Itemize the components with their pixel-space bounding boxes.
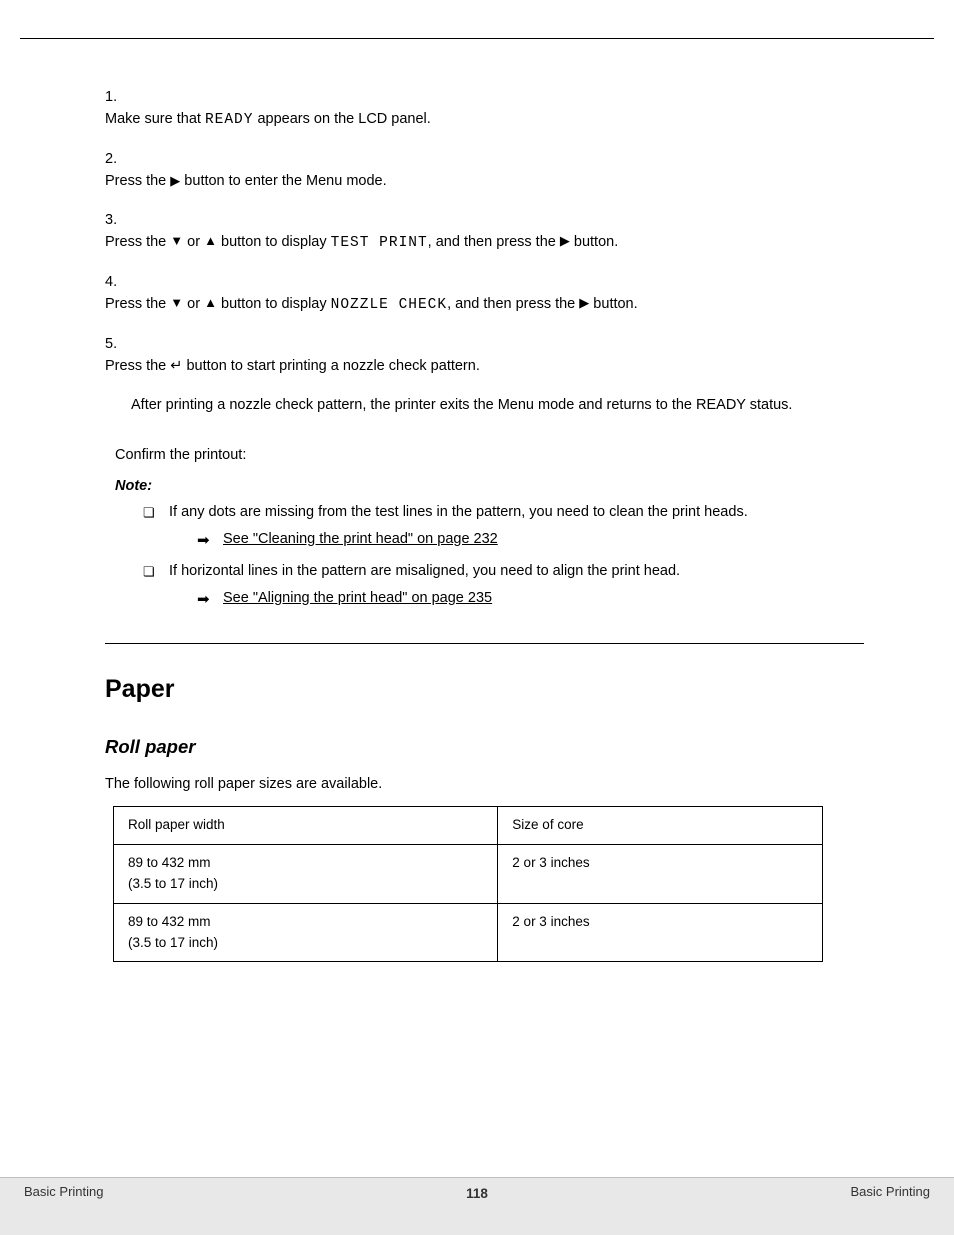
table-row: 89 to 432 mm (3.5 to 17 inch) 2 or 3 inc… <box>114 903 823 962</box>
step-2: 2. Press the ▶ button to enter the Menu … <box>105 148 864 193</box>
see-line: ➡ See "Aligning the print head" on page … <box>169 587 852 609</box>
text-frag: or <box>183 296 204 312</box>
text-frag: Press the <box>105 296 170 312</box>
table-cell: 2 or 3 inches <box>498 903 823 962</box>
step-5: 5. Press the ↵ button to start printing … <box>105 333 864 378</box>
step-text: Press the ↵ button to start printing a n… <box>105 355 834 377</box>
lcd-text: NOZZLE CHECK <box>331 297 447 313</box>
up-arrow-icon: ▲ <box>204 231 217 251</box>
text-frag: Press the <box>105 173 170 189</box>
section-rule <box>105 643 864 644</box>
step-number: 5. <box>105 333 131 355</box>
paper-table: Roll paper width Size of core 89 to 432 … <box>113 806 823 963</box>
page-root: 1. Make sure that READY appears on the L… <box>0 0 954 1235</box>
text-frag: button to enter the Menu mode. <box>180 173 386 189</box>
table-intro: The following roll paper sizes are avail… <box>105 773 864 795</box>
table-cell: 89 to 432 mm (3.5 to 17 inch) <box>114 903 498 962</box>
step-number: 3. <box>105 209 131 231</box>
footer-bar: Basic Printing 118 Basic Printing <box>0 1177 954 1235</box>
text-frag: , and then press the <box>428 234 560 250</box>
table-cell: 89 to 432 mm (3.5 to 17 inch) <box>114 844 498 903</box>
step-number: 2. <box>105 148 131 170</box>
section-subtitle: Roll paper <box>105 733 864 762</box>
see-line: ➡ See "Cleaning the print head" on page … <box>169 528 852 550</box>
note-text: If horizontal lines in the pattern are m… <box>169 563 680 579</box>
section-title: Paper <box>105 670 864 709</box>
step-text: Press the ▶ button to enter the Menu mod… <box>105 170 834 192</box>
step-3: 3. Press the ▼ or ▲ button to display TE… <box>105 209 864 255</box>
table-header-cell: Size of core <box>498 806 823 844</box>
step-number: 4. <box>105 271 131 293</box>
confirm-heading: Confirm the printout: <box>105 444 864 466</box>
note-item: If horizontal lines in the pattern are m… <box>143 560 852 609</box>
table-header-cell: Roll paper width <box>114 806 498 844</box>
see-arrow-icon: ➡ <box>197 588 210 611</box>
footer-right: Basic Printing <box>628 1184 930 1199</box>
note-text: If any dots are missing from the test li… <box>169 504 748 520</box>
down-arrow-icon: ▼ <box>170 231 183 251</box>
see-link[interactable]: See "Aligning the print head" on page 23… <box>223 590 492 606</box>
step-text: Press the ▼ or ▲ button to display TEST … <box>105 231 834 254</box>
text-frag: button to display <box>217 234 331 250</box>
text-frag: Make sure that <box>105 111 205 127</box>
step-text: Press the ▼ or ▲ button to display NOZZL… <box>105 293 834 316</box>
up-arrow-icon: ▲ <box>204 293 217 313</box>
steps-list: 1. Make sure that READY appears on the L… <box>105 86 864 416</box>
right-arrow-icon: ▶ <box>170 171 180 191</box>
note-item: If any dots are missing from the test li… <box>143 501 852 550</box>
step-number: 1. <box>105 86 131 108</box>
lcd-text: TEST PRINT <box>331 235 428 251</box>
enter-icon: ↵ <box>170 355 182 377</box>
right-arrow-icon: ▶ <box>560 231 570 251</box>
footer-inner: Basic Printing 118 Basic Printing <box>0 1178 954 1201</box>
text-frag: button to display <box>217 296 331 312</box>
body: 1. Make sure that READY appears on the L… <box>0 1 954 962</box>
step-text: Make sure that READY appears on the LCD … <box>105 108 834 131</box>
text-frag: , and then press the <box>447 296 579 312</box>
table-header-row: Roll paper width Size of core <box>114 806 823 844</box>
paragraph: After printing a nozzle check pattern, t… <box>131 397 792 413</box>
step-1: 1. Make sure that READY appears on the L… <box>105 86 864 132</box>
note-block: Note: If any dots are missing from the t… <box>105 475 864 609</box>
top-rule <box>20 38 934 39</box>
text-frag: appears on the LCD panel. <box>253 111 430 127</box>
text-frag: Press the <box>105 234 170 250</box>
lcd-text: READY <box>205 112 254 128</box>
text-frag: button. <box>570 234 618 250</box>
see-arrow-icon: ➡ <box>197 529 210 552</box>
note-label: Note: <box>115 478 152 494</box>
footer-page-number: 118 <box>326 1184 628 1201</box>
see-link[interactable]: See "Cleaning the print head" on page 23… <box>223 531 498 547</box>
after-steps-text: After printing a nozzle check pattern, t… <box>105 394 864 416</box>
step-4: 4. Press the ▼ or ▲ button to display NO… <box>105 271 864 317</box>
right-arrow-icon: ▶ <box>579 293 589 313</box>
down-arrow-icon: ▼ <box>170 293 183 313</box>
text-frag: or <box>183 234 204 250</box>
text-frag: button. <box>589 296 637 312</box>
table-cell: 2 or 3 inches <box>498 844 823 903</box>
text-frag: Press the <box>105 358 170 374</box>
table-row: 89 to 432 mm (3.5 to 17 inch) 2 or 3 inc… <box>114 844 823 903</box>
text-frag: button to start printing a nozzle check … <box>182 358 479 374</box>
note-list: If any dots are missing from the test li… <box>115 501 864 609</box>
footer-left: Basic Printing <box>24 1184 326 1199</box>
content-area: 1. Make sure that READY appears on the L… <box>0 0 954 1184</box>
